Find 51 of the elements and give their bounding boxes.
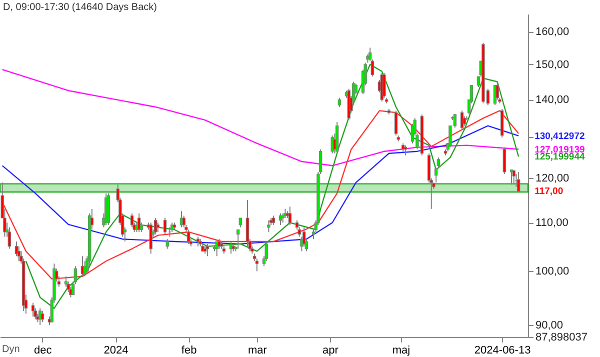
y-tick-label: 87,898037 [536, 332, 588, 344]
x-tick-label: 2024-06-13 [474, 344, 531, 356]
y-tick-label: 110,00 [536, 217, 568, 230]
line-series [2, 68, 520, 166]
candlestick [163, 218, 167, 235]
y-tick-label: 100,00 [536, 266, 570, 278]
candlestick [338, 97, 342, 108]
candlestick [246, 199, 250, 247]
candlestick [267, 220, 270, 232]
annotation: 130,412972 [534, 130, 585, 142]
x-tick-label: dec [34, 344, 52, 356]
candlestick [264, 241, 268, 262]
text: Dyn [2, 344, 20, 355]
candlestick [218, 238, 221, 250]
candlestick [8, 226, 12, 250]
candlestick [130, 212, 134, 228]
candlestick [74, 266, 78, 285]
candlestick [512, 169, 516, 186]
line-series [2, 110, 520, 280]
x-tick-label: mar [248, 344, 268, 356]
y-tick-label: 140,00 [536, 94, 570, 106]
candlestick [17, 246, 20, 262]
candlestick [182, 215, 186, 228]
candlestick [404, 144, 408, 156]
candlestick [436, 156, 440, 168]
line-series [2, 125, 520, 245]
y-tick-label: 90,00 [536, 319, 564, 332]
x-tick-label: feb [181, 344, 197, 356]
candlestick [137, 212, 141, 232]
candlestick [166, 238, 169, 250]
candlestick [156, 222, 160, 232]
candlestick [462, 116, 466, 126]
candlestick [394, 110, 398, 136]
y-tick-label: 150,00 [536, 58, 570, 71]
annotation: 117,00 [534, 186, 564, 198]
candlestick [31, 302, 35, 318]
candlestick [40, 310, 44, 323]
candlestick [281, 212, 284, 224]
candlestick [236, 229, 240, 250]
x-tick-label: maj [392, 344, 410, 356]
candlestick [238, 218, 242, 228]
candlestick [502, 146, 506, 175]
x-tick-label: apr [322, 344, 339, 356]
candlestick [496, 81, 499, 100]
x-tick-label: 2024 [104, 344, 128, 356]
candlestick [382, 72, 386, 98]
candlestick [186, 229, 190, 244]
chart-title: D, 09:00-17:30 (14640 Days Back) [3, 2, 157, 13]
y-tick-label: 120,00 [536, 172, 570, 185]
y-tick-label: 160,00 [536, 26, 570, 38]
candlestick [434, 167, 438, 184]
